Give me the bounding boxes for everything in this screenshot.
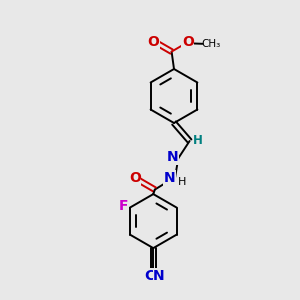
Text: C: C: [144, 269, 154, 283]
Text: O: O: [182, 35, 194, 49]
Text: O: O: [147, 35, 159, 49]
Text: O: O: [129, 171, 141, 185]
Text: N: N: [164, 171, 175, 185]
Text: H: H: [193, 134, 203, 148]
Text: F: F: [118, 200, 128, 213]
Text: CH₃: CH₃: [201, 39, 220, 49]
Text: N: N: [167, 150, 178, 164]
Text: H: H: [178, 177, 186, 188]
Text: N: N: [153, 269, 164, 283]
